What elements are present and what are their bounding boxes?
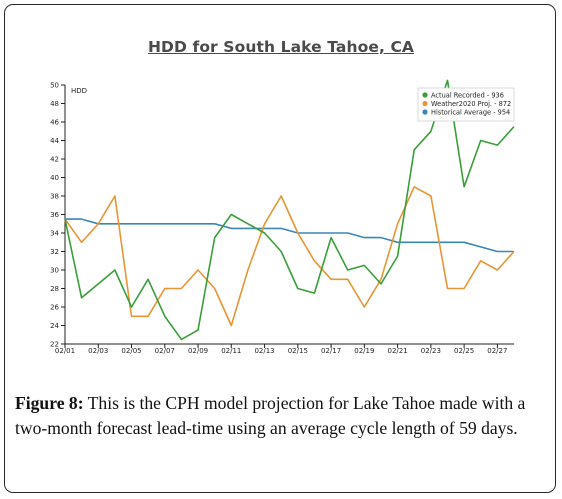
series-line [64,186,515,327]
y-tick-label: 36 [50,211,59,219]
x-tick-label: 02/07 [155,347,175,355]
figure-caption: Figure 8: This is the CPH model projecti… [15,391,547,441]
x-tick-label: 02/01 [55,347,75,355]
x-tick-label: 02/23 [421,347,441,355]
x-tick-label: 02/21 [387,347,407,355]
legend-marker [422,109,428,115]
y-tick-label: 44 [50,137,59,145]
legend-marker [422,92,428,98]
x-tick-label: 02/19 [354,347,374,355]
y-tick-label: 32 [50,248,59,256]
caption-text: This is the CPH model projection for Lak… [15,393,526,438]
y-tick-label: 26 [50,304,59,312]
x-tick-label: 02/11 [221,347,241,355]
legend-box [417,87,515,122]
chart-title: HDD for South Lake Tahoe, CA [147,38,415,56]
x-tick-label: 02/27 [487,347,507,355]
y-tick-label: 46 [50,119,59,127]
y-tick-label: 28 [50,285,59,293]
y-tick-label: 40 [50,174,59,182]
y-tick-label: 42 [50,156,59,164]
y-axis-label: HDD [71,87,87,95]
x-tick-label: 02/15 [288,347,308,355]
y-tick-label: 38 [50,193,59,201]
y-tick-label: 30 [50,267,59,275]
y-tick-label: 50 [50,82,59,90]
y-tick-label: 34 [50,230,59,238]
x-tick-label: 02/09 [188,347,208,355]
x-tick-label: 02/25 [454,347,474,355]
y-tick-label: 48 [50,100,59,108]
y-tick-label: 24 [50,322,59,330]
y-tick-label: 22 [50,341,59,349]
legend-label: Historical Average - 954 [431,108,510,116]
x-tick-label: 02/17 [321,347,341,355]
x-tick-label: 02/13 [254,347,274,355]
legend-label: Actual Recorded - 936 [431,91,504,99]
legend-label: Weather2020 Proj. - 872 [431,100,511,108]
series-line [65,218,514,253]
x-tick-label: 02/05 [121,347,141,355]
figure-frame [4,4,556,493]
x-tick-label: 02/03 [88,347,108,355]
figure-label: Figure 8: [15,393,84,413]
legend-marker [422,100,428,107]
